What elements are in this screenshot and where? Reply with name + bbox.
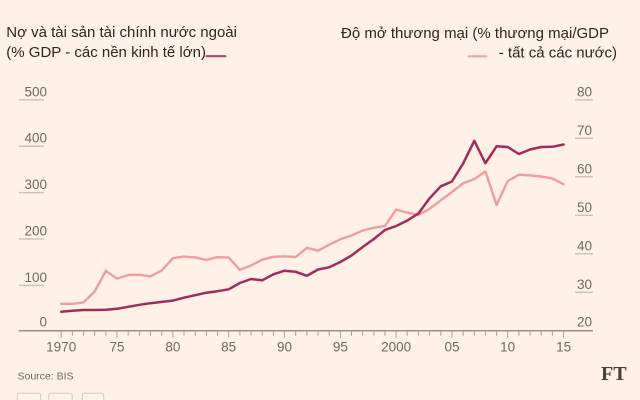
svg-text:2000: 2000 (381, 340, 411, 355)
svg-text:1970: 1970 (46, 340, 76, 355)
svg-text:400: 400 (24, 131, 47, 146)
svg-text:10: 10 (500, 340, 515, 355)
svg-text:80: 80 (577, 84, 592, 99)
svg-text:(% GDP - các nền kinh tế lớn): (% GDP - các nền kinh tế lớn) (6, 44, 206, 61)
svg-text:60: 60 (577, 161, 592, 176)
svg-text:Source: BIS: Source: BIS (18, 370, 74, 382)
svg-text:95: 95 (333, 340, 348, 355)
svg-text:- tất cả các nước): - tất cả các nước) (499, 44, 617, 61)
svg-text:300: 300 (24, 177, 47, 192)
svg-text:75: 75 (109, 340, 124, 355)
svg-text:500: 500 (24, 84, 47, 99)
svg-text:70: 70 (577, 123, 592, 138)
svg-text:90: 90 (277, 340, 292, 355)
svg-text:40: 40 (577, 238, 592, 253)
svg-text:80: 80 (165, 340, 180, 355)
svg-text:FT: FT (601, 363, 627, 385)
svg-text:200: 200 (24, 224, 47, 239)
svg-text:20: 20 (577, 315, 592, 330)
svg-text:Nợ và tài sản tài chính nước n: Nợ và tài sản tài chính nước ngoài (6, 24, 237, 41)
svg-text:0: 0 (39, 315, 47, 330)
svg-text:50: 50 (577, 200, 592, 215)
svg-text:Độ mở thương mại (% thương mại: Độ mở thương mại (% thương mại/GDP (341, 25, 609, 42)
svg-text:30: 30 (577, 277, 592, 292)
svg-text:100: 100 (24, 270, 47, 285)
svg-text:85: 85 (221, 340, 236, 355)
svg-text:05: 05 (444, 340, 459, 355)
svg-text:15: 15 (556, 340, 571, 355)
